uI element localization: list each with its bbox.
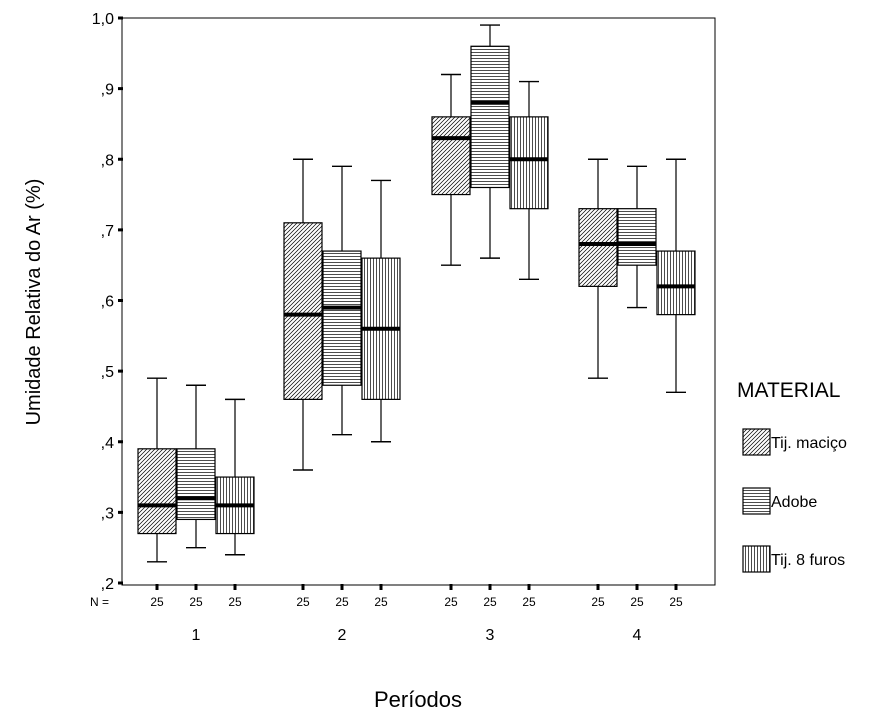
box-horizontal-period-2 xyxy=(322,165,362,436)
box-horizontal-period-4 xyxy=(617,165,657,309)
box-vertical-period-2 xyxy=(361,179,401,443)
iqr-box xyxy=(578,208,618,287)
n-count-label: 25 xyxy=(296,595,310,609)
legend-swatch-horizontal xyxy=(742,487,771,515)
y-tick-label: ,5 xyxy=(101,364,114,381)
x-category-label: 4 xyxy=(633,627,642,644)
iqr-box xyxy=(617,208,657,266)
y-tick-label: ,3 xyxy=(101,505,114,522)
y-tick-label: 1,0 xyxy=(92,11,114,28)
box-vertical-period-1 xyxy=(215,398,255,556)
y-tick-label: ,2 xyxy=(101,576,114,593)
x-category-label: 3 xyxy=(486,627,495,644)
box-diagonal-period-2 xyxy=(283,158,323,471)
y-tick-label: ,8 xyxy=(101,152,114,169)
x-axis-title: Períodos xyxy=(374,687,462,712)
iqr-box xyxy=(431,116,471,196)
box-horizontal-period-1 xyxy=(176,384,216,549)
iqr-box xyxy=(322,250,362,386)
legend-label: Tij. maciço xyxy=(771,435,847,452)
n-count-label: 25 xyxy=(591,595,605,609)
y-tick-label: ,6 xyxy=(101,294,114,311)
n-equals-label: N = xyxy=(90,595,109,609)
iqr-box xyxy=(470,45,510,189)
n-count-label: 25 xyxy=(630,595,644,609)
n-count-label: 25 xyxy=(335,595,349,609)
n-count-label: 25 xyxy=(374,595,388,609)
iqr-box xyxy=(137,448,177,535)
x-category-label: 1 xyxy=(192,627,201,644)
box-diagonal-period-1 xyxy=(137,377,177,563)
legend-swatch-diagonal xyxy=(742,428,771,456)
y-tick-label: ,7 xyxy=(101,223,114,240)
legend-label: Adobe xyxy=(771,494,817,511)
n-count-label: 25 xyxy=(522,595,536,609)
y-axis-title: Umidade Relativa do Ar (%) xyxy=(23,179,45,426)
x-axis: 1 2 3 4 xyxy=(155,584,678,644)
box-diagonal-period-4 xyxy=(578,158,618,379)
legend: MATERIAL Tij. maciço Adobe Tij. 8 furos xyxy=(737,379,847,573)
legend-label: Tij. 8 furos xyxy=(771,552,845,569)
legend-swatch-vertical xyxy=(742,545,771,573)
box-vertical-period-4 xyxy=(656,158,696,394)
n-count-label: 25 xyxy=(228,595,242,609)
iqr-box xyxy=(656,250,696,316)
iqr-box xyxy=(283,222,323,400)
legend-title: MATERIAL xyxy=(737,379,840,402)
x-category-label: 2 xyxy=(338,627,347,644)
iqr-box xyxy=(176,448,216,521)
box-horizontal-period-3 xyxy=(470,24,510,259)
n-count-label: 25 xyxy=(669,595,683,609)
box-vertical-period-3 xyxy=(509,80,549,281)
n-count-label: 25 xyxy=(150,595,164,609)
y-tick-label: ,9 xyxy=(101,82,114,99)
iqr-box xyxy=(509,116,549,210)
box-diagonal-period-3 xyxy=(431,73,471,266)
y-tick-label: ,4 xyxy=(101,435,114,452)
boxes-group xyxy=(137,24,696,563)
n-count-label: 25 xyxy=(444,595,458,609)
n-count-label: 25 xyxy=(483,595,497,609)
y-axis: ,2 ,3 ,4 ,5 ,6 ,7 ,8 ,9 1,0 xyxy=(92,11,123,593)
n-count-label: 25 xyxy=(189,595,203,609)
n-labels-group: N = 25 25 25 25 25 25 25 25 25 25 25 25 xyxy=(90,595,683,609)
